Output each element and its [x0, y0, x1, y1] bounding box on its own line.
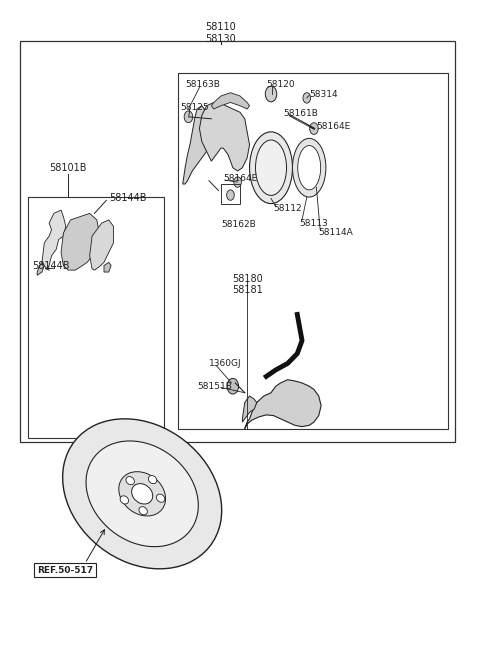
Text: 58151B: 58151B	[197, 382, 232, 390]
Polygon shape	[245, 380, 321, 428]
Ellipse shape	[119, 472, 166, 516]
Bar	[21, 41, 455, 441]
Ellipse shape	[86, 441, 198, 547]
Polygon shape	[211, 93, 250, 109]
Text: 58130: 58130	[205, 34, 236, 45]
Ellipse shape	[62, 419, 222, 569]
Ellipse shape	[132, 483, 153, 504]
Text: 58314: 58314	[309, 90, 338, 98]
Text: 58181: 58181	[232, 285, 263, 295]
Ellipse shape	[139, 507, 147, 515]
Ellipse shape	[156, 494, 165, 502]
Text: 58114A: 58114A	[319, 229, 353, 237]
Bar	[28, 197, 164, 438]
Text: 58180: 58180	[232, 274, 263, 284]
Bar	[221, 184, 240, 204]
Text: 58112: 58112	[274, 204, 302, 214]
Text: 58113: 58113	[300, 219, 328, 228]
Text: 58144B: 58144B	[33, 261, 70, 271]
Text: 58163B: 58163B	[185, 81, 220, 89]
Text: 1360GJ: 1360GJ	[209, 359, 241, 368]
Ellipse shape	[250, 132, 292, 204]
Circle shape	[310, 122, 318, 134]
Bar	[178, 73, 447, 428]
Ellipse shape	[148, 476, 157, 483]
Circle shape	[227, 379, 239, 394]
Circle shape	[234, 177, 241, 187]
Text: 58164E: 58164E	[223, 174, 258, 183]
Circle shape	[227, 190, 234, 200]
Polygon shape	[104, 262, 111, 272]
Polygon shape	[42, 210, 66, 269]
Ellipse shape	[255, 140, 287, 195]
Polygon shape	[90, 220, 114, 270]
Ellipse shape	[292, 138, 326, 197]
Text: 58161B: 58161B	[283, 109, 318, 118]
Text: 58101B: 58101B	[49, 162, 87, 173]
Circle shape	[184, 111, 193, 122]
Text: 58164E: 58164E	[316, 122, 350, 131]
Text: REF.50-517: REF.50-517	[37, 566, 93, 574]
Polygon shape	[183, 105, 214, 184]
Polygon shape	[199, 102, 250, 171]
Text: 58110: 58110	[205, 22, 236, 33]
Polygon shape	[242, 396, 257, 422]
Polygon shape	[61, 214, 99, 270]
Polygon shape	[37, 262, 44, 275]
Circle shape	[265, 86, 277, 102]
Circle shape	[303, 93, 311, 103]
Ellipse shape	[120, 496, 129, 504]
Ellipse shape	[126, 477, 134, 485]
Ellipse shape	[298, 145, 321, 190]
Text: 58144B: 58144B	[109, 193, 146, 203]
Text: 58120: 58120	[266, 81, 295, 89]
Text: 58162B: 58162B	[221, 220, 256, 229]
Text: 58125: 58125	[180, 103, 209, 111]
